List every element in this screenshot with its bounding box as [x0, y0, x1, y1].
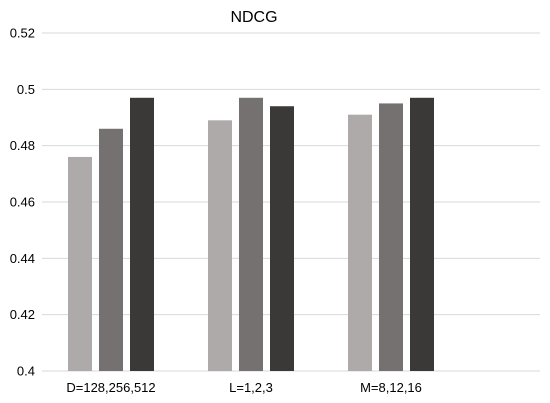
y-tick-label: 0.44	[10, 251, 35, 266]
y-tick-label: 0.52	[10, 26, 35, 41]
y-tick-label: 0.5	[17, 82, 35, 97]
chart-title: NDCG	[230, 9, 277, 26]
bar-2-2	[239, 97, 263, 372]
bar-3-3	[410, 97, 434, 372]
category-label: M=8,12,16	[360, 380, 422, 395]
bar-1-1	[68, 156, 92, 371]
y-tick-label: 0.42	[10, 307, 35, 322]
bar-2-3	[270, 106, 294, 371]
bar-3-2	[379, 103, 403, 372]
bar-3-1	[348, 114, 372, 371]
y-tick-label: 0.48	[10, 138, 35, 153]
y-tick-label: 0.46	[10, 195, 35, 210]
category-label: L=1,2,3	[229, 380, 273, 395]
y-tick-label: 0.4	[17, 364, 35, 379]
bar-1-2	[99, 128, 123, 371]
bar-1-3	[130, 97, 154, 372]
category-label: D=128,256,512	[66, 380, 155, 395]
x-axis-categories: D=128,256,512 L=1,2,3 M=8,12,16	[66, 380, 422, 395]
y-axis-ticks: 0.52 0.5 0.48 0.46 0.44 0.42 0.4	[10, 26, 35, 379]
bars	[68, 97, 434, 372]
bar-2-1	[208, 120, 232, 371]
